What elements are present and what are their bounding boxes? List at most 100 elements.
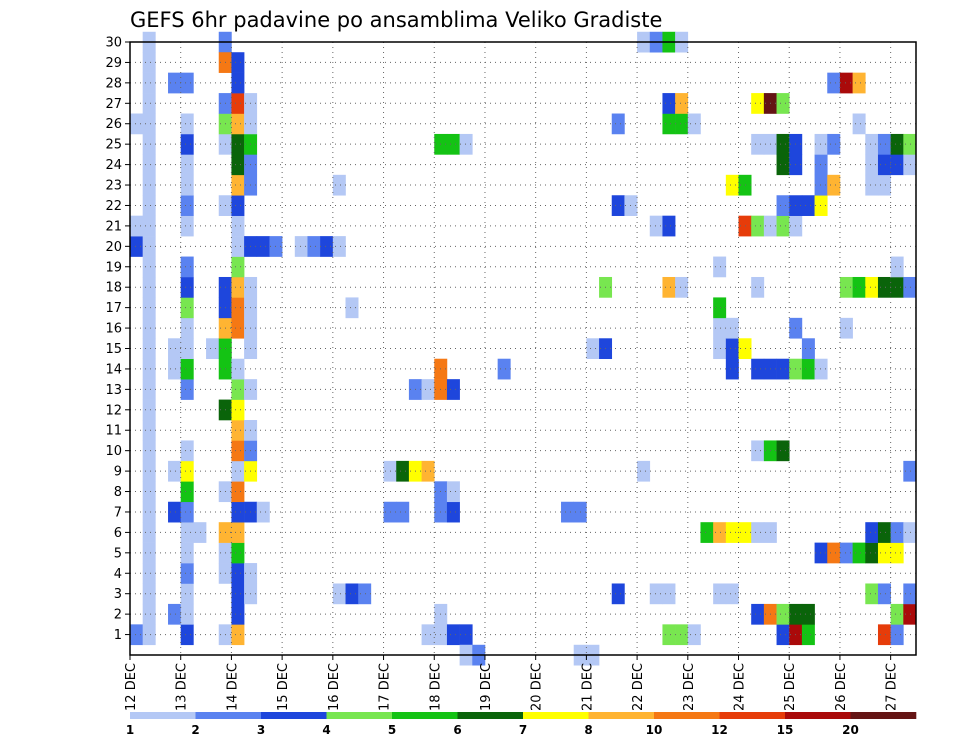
heatmap-cell [877, 276, 891, 298]
heatmap-cell [231, 72, 245, 94]
heatmap-cell [231, 195, 245, 216]
heatmap-cell [890, 256, 904, 278]
heatmap-cell [751, 93, 765, 114]
heatmap-cell [231, 93, 245, 114]
legend-label: 12 [711, 723, 728, 737]
heatmap-cell [142, 72, 156, 94]
heatmap-cell [345, 297, 359, 319]
y-tick-label: 11 [105, 424, 122, 439]
heatmap-cell [446, 624, 460, 646]
y-tick-label: 4 [114, 567, 122, 582]
heatmap-cell [776, 358, 790, 380]
heatmap-cell [180, 215, 194, 237]
heatmap-cell [256, 501, 270, 523]
heatmap-cell [839, 317, 853, 339]
heatmap-cell [865, 174, 879, 196]
x-tick-label: 18 DEC [428, 663, 443, 711]
heatmap-cell [142, 624, 156, 646]
legend-label: 15 [777, 723, 794, 737]
heatmap-cell [231, 52, 245, 73]
heatmap-cell [814, 174, 828, 196]
heatmap-cell [827, 542, 841, 564]
heatmap-cell [180, 603, 194, 625]
heatmap-cell [180, 440, 194, 462]
y-tick-label: 10 [105, 444, 122, 459]
heatmap-cell [446, 481, 460, 503]
heatmap-cell [649, 215, 663, 237]
heatmap-cell [168, 603, 182, 625]
legend-label: 6 [453, 723, 461, 737]
heatmap-cell [890, 276, 904, 298]
heatmap-cell [332, 236, 346, 257]
heatmap-cell [877, 542, 891, 564]
heatmap-cell [130, 236, 143, 257]
heatmap-cell [142, 52, 156, 73]
legend-swatch [850, 712, 917, 719]
heatmap-cell [611, 113, 625, 135]
heatmap-cell [180, 522, 194, 543]
heatmap-cell [231, 174, 245, 196]
chart-title: GEFS 6hr padavine po ansamblima Veliko G… [130, 8, 662, 32]
heatmap-cell [751, 440, 765, 462]
heatmap-cell [561, 501, 575, 523]
y-tick-label: 20 [105, 240, 122, 255]
y-tick-label: 9 [114, 465, 122, 480]
heatmap-cell [231, 358, 245, 380]
heatmap-cell [865, 583, 879, 605]
heatmap-cell [231, 154, 245, 176]
heatmap-cell [839, 72, 853, 94]
heatmap-cell [396, 460, 410, 482]
heatmap-cell [180, 481, 194, 503]
x-tick-label: 20 DEC [530, 663, 545, 711]
heatmap-cell [231, 256, 245, 278]
heatmap-cell [130, 215, 143, 237]
heatmap-cell [180, 460, 194, 482]
heatmap-cell [180, 542, 194, 564]
y-axis: 1234567891011121314151617181920212223242… [105, 36, 130, 643]
y-tick-label: 26 [105, 117, 122, 132]
heatmap-cell [713, 297, 727, 319]
heatmap-cell [142, 481, 156, 503]
y-tick-label: 29 [105, 56, 122, 71]
heatmap-cell [180, 358, 194, 380]
heatmap-cell [231, 133, 245, 155]
x-tick-label: 22 DEC [631, 663, 646, 711]
heatmap-cell [142, 215, 156, 237]
x-tick-label: 27 DEC [885, 663, 900, 711]
x-tick-label: 25 DEC [783, 663, 798, 711]
heatmap-cell [776, 195, 790, 216]
heatmap-cell [713, 522, 727, 543]
legend-label: 2 [191, 723, 199, 737]
heatmap-cell [675, 624, 689, 646]
heatmap-cell [675, 93, 689, 114]
y-tick-label: 7 [114, 505, 122, 520]
y-tick-label: 14 [105, 362, 122, 377]
heatmap-cell [890, 154, 904, 176]
heatmap-cell [801, 195, 815, 216]
heatmap-cell [751, 215, 765, 237]
heatmap-cell [877, 522, 891, 543]
y-tick-label: 28 [105, 76, 122, 91]
heatmap-cell [890, 624, 904, 646]
y-tick-label: 6 [114, 526, 122, 541]
heatmap-cell [801, 338, 815, 360]
heatmap-cell [852, 113, 866, 135]
x-tick-label: 21 DEC [580, 663, 595, 711]
heatmap-cell [713, 317, 727, 339]
heatmap-cell [231, 440, 245, 462]
heatmap-cell [180, 174, 194, 196]
heatmap-cell [903, 154, 917, 176]
heatmap-cell [180, 583, 194, 605]
heatmap-cell [421, 460, 435, 482]
heatmap-cell [865, 133, 879, 155]
y-tick-label: 19 [105, 260, 122, 275]
heatmap-cell [142, 297, 156, 319]
legend-swatch [326, 712, 393, 719]
heatmap-cell [142, 542, 156, 564]
heatmap-cell [142, 195, 156, 216]
heatmap-cell [142, 460, 156, 482]
heatmap-cell [142, 440, 156, 462]
legend-swatch [392, 712, 458, 719]
heatmap-cell [358, 583, 372, 605]
heatmap-cell [142, 338, 156, 360]
